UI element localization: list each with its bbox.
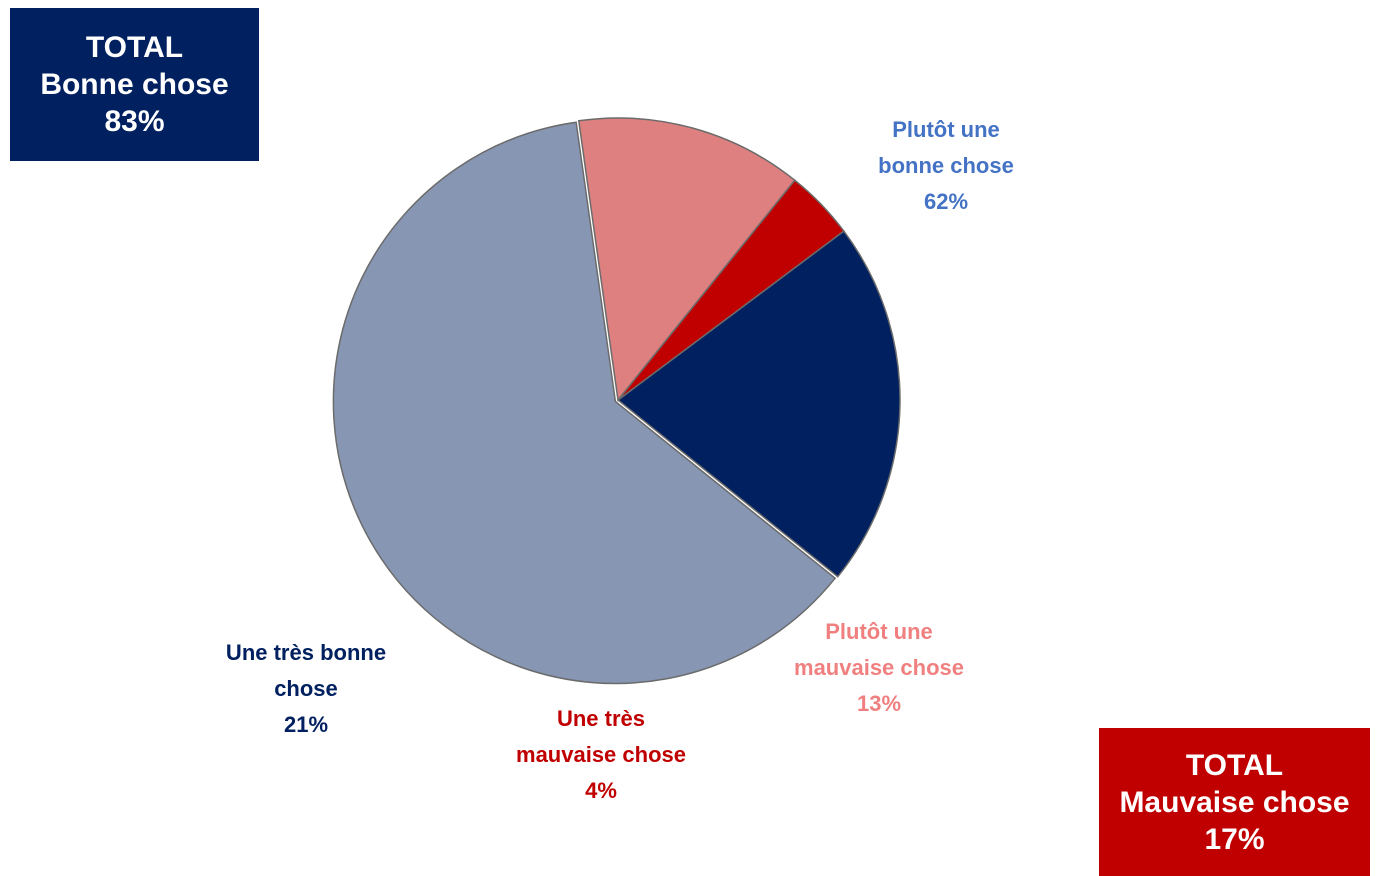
slice-value: 62% (923, 189, 969, 214)
slice-label-tres-bonne: Une très bonne chose 21% (226, 635, 386, 743)
slice-tres-bonne (616, 230, 901, 578)
slice-value: 21% (283, 712, 329, 737)
slice-value: 4% (585, 778, 617, 803)
total-good-title: TOTAL (85, 31, 184, 64)
total-good-value: 83% (104, 105, 165, 138)
slice-label-line: Plutôt une (892, 117, 1000, 142)
total-bad-label: Mauvaise chose (1119, 785, 1350, 819)
total-good-box: TOTAL Bonne chose 83% (10, 8, 259, 161)
slice-label-line: chose (274, 676, 338, 701)
total-bad-box: TOTAL Mauvaise chose 17% (1099, 728, 1370, 876)
total-bad-value: 17% (1204, 822, 1265, 856)
slice-label-line: Plutôt une (825, 619, 933, 644)
total-good-label: Bonne chose (40, 68, 229, 101)
total-bad-title: TOTAL (1185, 748, 1284, 782)
slice-label-line: Une très bonne (225, 640, 387, 665)
slice-plutot-bonne (332, 121, 837, 685)
slice-label-line: bonne chose (878, 153, 1014, 178)
slice-value: 13% (856, 691, 902, 716)
slice-label-line: Une très (556, 706, 646, 731)
slice-label-line: mauvaise chose (794, 655, 964, 680)
slice-label-plutot-bonne: Plutôt une bonne chose 62% (878, 112, 1014, 220)
slice-label-tres-mauvaise: Une très mauvaise chose 4% (516, 701, 686, 809)
slice-label-plutot-mauvaise: Plutôt une mauvaise chose 13% (794, 614, 964, 722)
slice-plutot-mauvaise (577, 117, 796, 402)
slice-label-line: mauvaise chose (516, 742, 686, 767)
